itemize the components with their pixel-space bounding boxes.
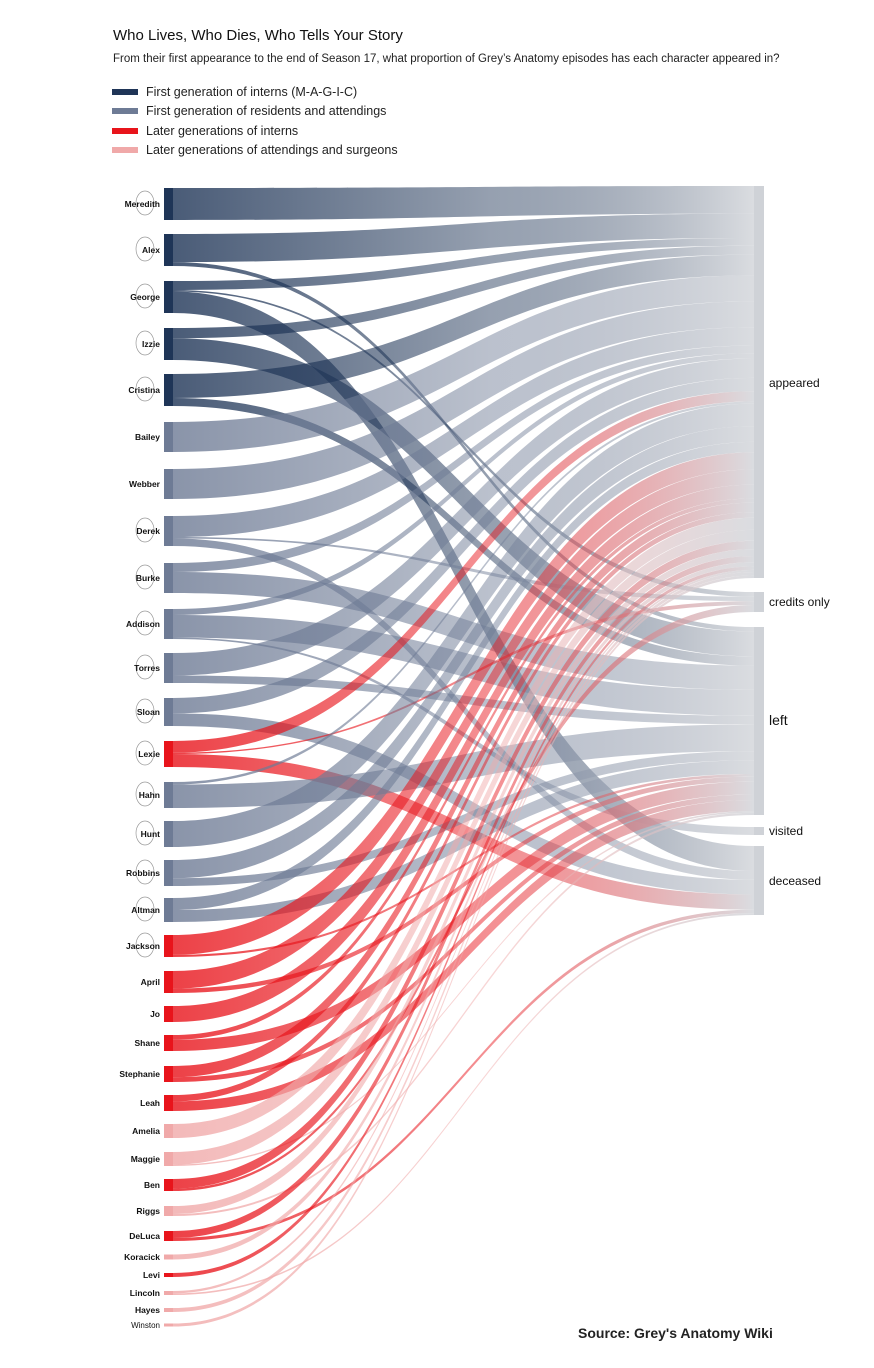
target-node-left [754, 627, 764, 815]
character-label: Burke [136, 573, 160, 583]
character-label: Alex [142, 245, 160, 255]
character-label: Webber [129, 479, 161, 489]
target-nodes: appeared credits only left visited deceased [754, 186, 830, 915]
source-node-ben [164, 1179, 173, 1191]
source-node-stephanie [164, 1066, 173, 1082]
character-label: Hunt [141, 829, 161, 839]
source-node-altman [164, 898, 173, 922]
source-node-lincoln [164, 1291, 173, 1295]
source-node-webber [164, 469, 173, 499]
character-label: Robbins [126, 868, 160, 878]
source-node-addison [164, 609, 173, 639]
source-node-amelia [164, 1124, 173, 1138]
source-node-izzie [164, 328, 173, 360]
source-node-leah [164, 1095, 173, 1111]
source-node-bailey [164, 422, 173, 452]
character-label: Altman [131, 905, 160, 915]
character-label: Maggie [131, 1154, 161, 1164]
flow-link-riggs-left [173, 813, 754, 1216]
target-label-visited: visited [769, 824, 803, 838]
source-node-robbins [164, 860, 173, 886]
source-node-deluca [164, 1231, 173, 1241]
source-node-derek [164, 516, 173, 546]
source-node-torres [164, 653, 173, 683]
source-nodes: Meredith Alex George Izzie Cristina Bailey Web… [119, 188, 173, 1330]
character-label: Levi [143, 1270, 160, 1280]
source-node-cristina [164, 374, 173, 406]
source-node-lexie [164, 741, 173, 767]
character-label: Sloan [137, 707, 160, 717]
target-label-deceased: deceased [769, 874, 821, 888]
source-node-hahn [164, 782, 173, 808]
source-node-winston [164, 1324, 173, 1327]
target-label-credits-only: credits only [769, 595, 830, 609]
character-label: Lincoln [130, 1288, 160, 1298]
source-node-koracick [164, 1255, 173, 1260]
character-label: Stephanie [119, 1069, 160, 1079]
character-label: Jo [150, 1009, 160, 1019]
source-node-burke [164, 563, 173, 593]
character-label: Meredith [125, 199, 160, 209]
source-node-sloan [164, 698, 173, 726]
source-node-maggie [164, 1152, 173, 1166]
character-label: Hayes [135, 1305, 160, 1315]
character-label: Bailey [135, 432, 160, 442]
source-node-alex [164, 234, 173, 266]
character-label: Leah [140, 1098, 160, 1108]
character-label: DeLuca [129, 1231, 160, 1241]
source-node-april [164, 971, 173, 993]
source-node-riggs [164, 1206, 173, 1216]
character-label: Izzie [142, 339, 160, 349]
source-node-hunt [164, 821, 173, 847]
character-label: Addison [126, 619, 160, 629]
source-node-meredith [164, 188, 173, 220]
source-node-jackson [164, 935, 173, 957]
target-node-credits-only [754, 592, 764, 612]
character-label: Ben [144, 1180, 160, 1190]
character-label: Winston [131, 1321, 160, 1330]
character-label: April [141, 977, 160, 987]
character-label: Cristina [128, 385, 160, 395]
character-label: Koracick [124, 1252, 160, 1262]
source-note: Source: Grey's Anatomy Wiki [578, 1325, 773, 1341]
character-label: Shane [134, 1038, 160, 1048]
character-label: Jackson [126, 941, 160, 951]
source-node-george [164, 281, 173, 313]
target-node-appeared [754, 186, 764, 578]
source-node-hayes [164, 1308, 173, 1312]
character-label: Derek [136, 526, 160, 536]
character-label: Amelia [132, 1126, 160, 1136]
source-node-shane [164, 1035, 173, 1051]
target-label-appeared: appeared [769, 376, 820, 390]
character-label: Hahn [139, 790, 160, 800]
target-node-visited [754, 827, 764, 835]
source-node-levi [164, 1273, 173, 1277]
character-label: Riggs [136, 1206, 160, 1216]
source-node-jo [164, 1006, 173, 1022]
character-label: Lexie [138, 749, 160, 759]
character-label: George [130, 292, 160, 302]
character-label: Torres [134, 663, 160, 673]
sankey-links [173, 186, 754, 1327]
target-label-left: left [769, 712, 788, 728]
target-node-deceased [754, 846, 764, 915]
